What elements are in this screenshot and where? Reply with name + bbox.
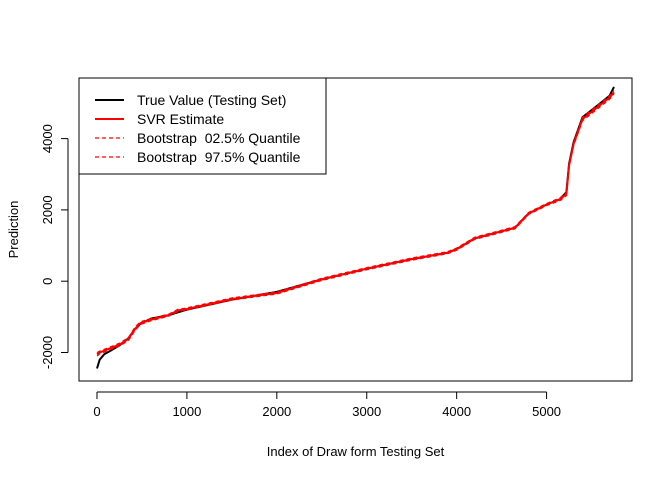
legend-label: True Value (Testing Set) xyxy=(137,92,286,108)
x-tick-label: 3000 xyxy=(352,404,381,419)
x-tick-label: 0 xyxy=(93,404,100,419)
y-tick-label: -2000 xyxy=(40,336,55,369)
legend-label: Bootstrap 97.5% Quantile xyxy=(137,149,301,165)
x-axis-label: Index of Draw form Testing Set xyxy=(267,444,445,459)
x-tick-label: 1000 xyxy=(172,404,201,419)
plot-box xyxy=(78,77,633,382)
legend-label: Bootstrap 02.5% Quantile xyxy=(137,130,301,146)
y-tick-label: 4000 xyxy=(40,124,55,153)
y-axis-label: Prediction xyxy=(6,201,21,259)
x-tick-label: 5000 xyxy=(532,404,561,419)
x-axis: 0 1000 2000 3000 4000 5000 xyxy=(93,391,561,419)
plot-lines xyxy=(96,86,615,369)
y-tick-label: 0 xyxy=(40,278,55,285)
legend-box xyxy=(78,77,327,175)
x-tick-label: 2000 xyxy=(262,404,291,419)
series-line-4 xyxy=(96,90,615,354)
legend: True Value (Testing Set) SVR Estimate Boot… xyxy=(78,77,327,175)
series-line-3 xyxy=(96,93,615,357)
legend-label: SVR Estimate xyxy=(137,111,224,127)
y-axis: -2000 0 2000 4000 xyxy=(40,124,69,369)
x-tick-label: 4000 xyxy=(442,404,471,419)
y-tick-label: 2000 xyxy=(40,195,55,224)
